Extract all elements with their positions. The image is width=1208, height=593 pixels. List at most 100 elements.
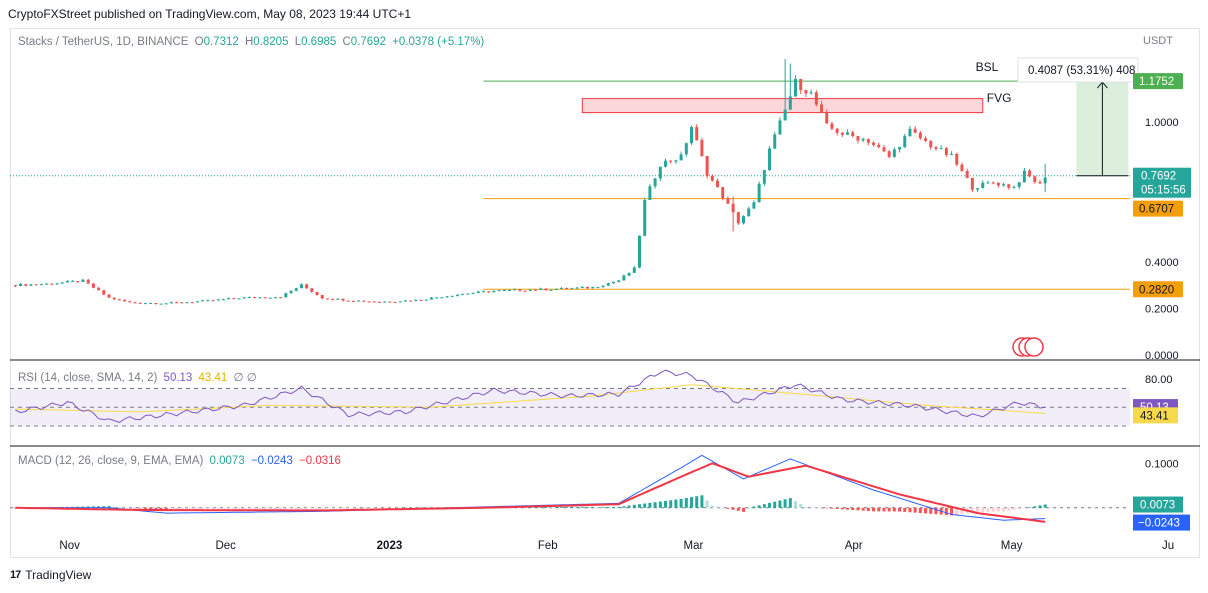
macd-histogram-bar — [133, 507, 137, 509]
candle-body — [393, 301, 397, 303]
candle-body — [955, 154, 959, 165]
macd-histogram-bar — [721, 507, 725, 509]
candle-body — [336, 298, 340, 300]
candle-body — [143, 303, 147, 305]
last-price-tag-bg — [1133, 167, 1191, 198]
publish-header: CryptoFXStreet published on TradingView.… — [8, 7, 412, 21]
candle-body — [976, 188, 980, 190]
candle-body — [325, 298, 329, 300]
macd-histogram-bar — [544, 506, 548, 508]
candle-body — [648, 186, 652, 200]
candle-body — [445, 296, 449, 298]
candle-body — [50, 283, 54, 285]
macd-histogram-bar — [731, 507, 735, 510]
candle-body — [991, 182, 995, 184]
candle-body — [481, 291, 485, 293]
candle-body — [783, 109, 787, 121]
candle-body — [507, 289, 511, 291]
candle-body — [679, 154, 683, 161]
candle-body — [471, 293, 475, 295]
time-axis-label: Nov — [59, 540, 80, 552]
macd-histogram-bar — [549, 506, 553, 508]
candle-body — [117, 299, 121, 301]
candle-body — [247, 297, 251, 299]
candle-body — [684, 143, 688, 155]
macd-histogram-bar — [393, 507, 397, 509]
macd-histogram-bar — [934, 507, 938, 515]
macd-histogram-bar — [664, 500, 668, 508]
candle-body — [742, 216, 746, 224]
candle-body — [809, 92, 813, 94]
macd-histogram-bar — [653, 502, 657, 508]
candle-body — [986, 182, 990, 184]
footer[interactable]: 17 TradingView — [10, 568, 91, 582]
candle-body — [643, 199, 647, 236]
candle-body — [351, 300, 355, 302]
bsl-price-tag-bg — [1133, 73, 1183, 90]
candle-body — [1043, 177, 1047, 184]
macd-histogram-bar — [1028, 507, 1032, 508]
macd-histogram-bar — [1007, 507, 1011, 511]
macd-name: MACD (12, 26, close, 9, EMA, EMA) — [18, 455, 204, 467]
rsi-tick-label: 80.00 — [1145, 374, 1173, 386]
candle-body — [835, 128, 839, 133]
macd-histogram-bar — [622, 506, 626, 508]
macd-histogram-bar — [918, 507, 922, 514]
candle-body — [377, 301, 381, 303]
macd-histogram-bar — [138, 507, 142, 509]
macd-histogram-bar — [76, 506, 80, 508]
chart-canvas[interactable]: FVG BSL 0.4087 (53.31%) 408 0.0000 0.2000 0.4… — [0, 0, 1208, 560]
macd-histogram-bar — [898, 507, 902, 512]
macd-histogram-bar — [674, 499, 678, 508]
macd-histogram-bar — [783, 499, 787, 508]
candle-body — [195, 301, 199, 303]
candle-body — [175, 302, 179, 304]
macd-histogram-bar — [362, 507, 366, 509]
macd-histogram-bar — [258, 507, 262, 510]
macd-histogram-bar — [586, 506, 589, 508]
candle-body — [939, 148, 943, 150]
candle-body — [206, 300, 210, 302]
price-tick-label: 0.0000 — [1145, 350, 1179, 362]
candle-body — [107, 294, 111, 298]
macd-histogram-bar — [695, 496, 699, 508]
macd-histogram-bar — [679, 498, 683, 508]
candle-body — [86, 279, 90, 284]
candle-body — [970, 177, 974, 190]
macd-histogram-bar — [414, 507, 418, 509]
macd-histogram-bar — [986, 507, 990, 512]
macd-histogram-bar — [768, 502, 772, 508]
candle-body — [128, 301, 132, 303]
support-1-price-tag-bg — [1133, 200, 1183, 217]
candle-body — [773, 134, 777, 149]
countdown-tag: 05:15:56 — [1141, 185, 1186, 197]
candle-body — [320, 295, 324, 299]
low-label: L — [294, 36, 302, 48]
macd-legend: MACD (12, 26, close, 9, EMA, EMA) 0.0073… — [18, 455, 341, 467]
candle-body — [898, 147, 902, 150]
macd-histogram-bar — [684, 498, 688, 508]
candle-body — [1007, 184, 1011, 188]
candle-body — [570, 288, 574, 290]
macd-histogram-bar — [149, 507, 153, 510]
macd-histogram-bar — [908, 507, 912, 513]
macd-tick-label: 0.1000 — [1145, 458, 1179, 470]
candle-body — [861, 139, 865, 141]
macd-histogram-bar — [882, 507, 886, 512]
last-price-tag: 0.7692 — [1141, 171, 1176, 183]
macd-histogram-bar — [580, 506, 584, 508]
candle-body — [820, 104, 824, 113]
macd-histogram-bar — [866, 507, 870, 512]
candle-body — [950, 154, 954, 156]
macd-signal-value: −0.0316 — [299, 455, 341, 467]
macd-value-tag-bg — [1133, 514, 1190, 531]
candle-body — [877, 144, 881, 148]
macd-histogram-bar — [825, 507, 829, 509]
macd-histogram-bar — [632, 504, 636, 508]
candle-body — [91, 283, 95, 288]
candle-body — [695, 127, 699, 141]
macd-histogram-bar — [227, 507, 231, 510]
candle-body — [658, 166, 662, 179]
macd-histogram-bar — [409, 507, 413, 509]
macd-histogram-bar — [955, 507, 959, 515]
